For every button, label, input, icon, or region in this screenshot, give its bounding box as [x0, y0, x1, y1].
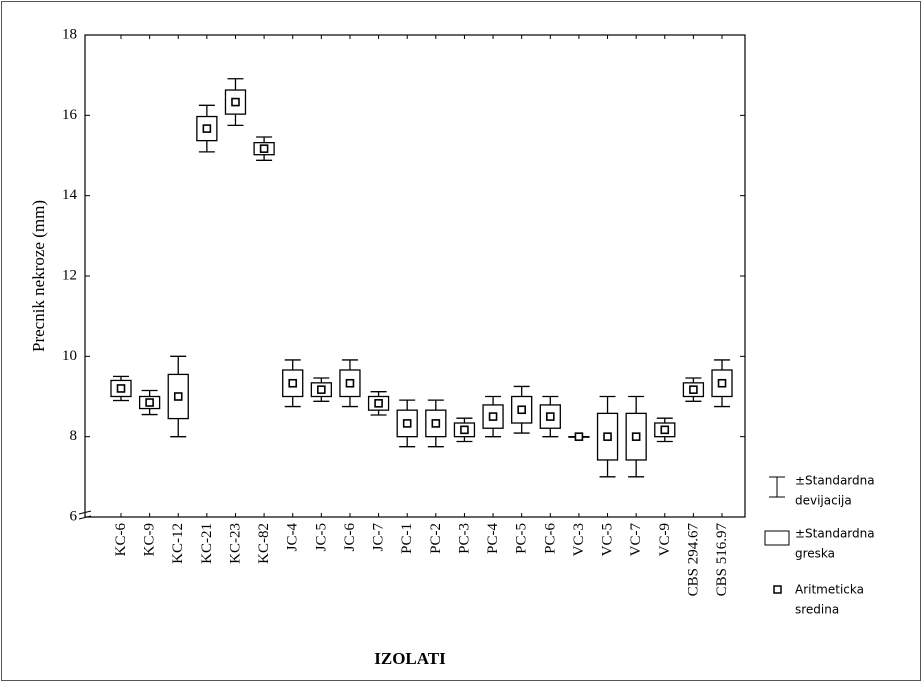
y-tick-label: 16: [62, 107, 78, 123]
x-tick-label: KC-23: [227, 523, 243, 564]
mean-marker: [603, 432, 612, 441]
y-tick-label: 18: [62, 26, 77, 42]
mean-marker: [717, 378, 727, 388]
mean-marker: [631, 432, 641, 441]
mean-marker: [402, 419, 412, 428]
x-tick-label: JC-7: [371, 523, 387, 552]
mean-marker: [517, 405, 526, 415]
x-tick-label: JC-5: [313, 523, 329, 551]
y-tick-label: 12: [62, 267, 77, 283]
axis-break: [78, 510, 92, 515]
x-tick-label: PC-4: [485, 523, 501, 554]
y-tick-label: 14: [62, 187, 78, 203]
x-tick-label: VC-3: [571, 523, 587, 556]
x-tick-label: PC-1: [399, 523, 415, 554]
mean-marker: [545, 412, 555, 421]
mean-marker: [689, 385, 698, 394]
legend-label: sredina: [795, 603, 839, 617]
legend-se-icon: [764, 530, 790, 546]
mean-marker: [288, 378, 298, 388]
x-tick-label: CBS 294.67: [685, 523, 701, 597]
y-tick-label: 8: [70, 428, 78, 444]
x-tick-label: VC-9: [657, 523, 673, 556]
mean-marker: [574, 432, 584, 441]
legend-label: ±Standardna: [795, 527, 875, 541]
mean-marker: [145, 398, 154, 407]
x-axis-label: IZOLATI: [374, 649, 446, 668]
mean-marker: [431, 419, 441, 428]
mean-marker: [231, 97, 240, 107]
mean-marker: [173, 392, 183, 401]
x-tick-label: VC-5: [600, 523, 616, 556]
legend-label: devijacija: [795, 494, 852, 508]
x-tick-label: KC-82: [256, 523, 272, 564]
legend-label: Aritmeticka: [795, 583, 864, 597]
mean-marker: [345, 378, 355, 388]
x-tick-label: CBS 516.97: [714, 523, 730, 597]
x-tick-label: KC-9: [142, 523, 158, 556]
mean-marker: [660, 425, 670, 435]
x-tick-label: JC-6: [342, 523, 358, 552]
mean-marker: [202, 124, 212, 133]
x-tick-label: KC-6: [113, 523, 129, 557]
y-axis-label: Precnik nekroze (mm): [29, 200, 48, 352]
legend-label: greska: [795, 547, 835, 561]
x-tick-label: PC-5: [514, 523, 530, 554]
mean-marker: [488, 412, 498, 421]
y-tick-label: 10: [62, 348, 77, 364]
mean-marker: [374, 399, 383, 408]
x-tick-label: VC-7: [628, 523, 644, 557]
mean-marker: [116, 384, 126, 393]
x-tick-label: KC-12: [170, 523, 186, 564]
x-tick-label: JC-4: [285, 523, 301, 552]
x-tick-label: KC-21: [199, 523, 215, 564]
mean-marker: [317, 385, 326, 394]
x-tick-label: PC-2: [428, 523, 444, 554]
legend-label: ±Standardna: [795, 474, 875, 488]
legend-mean-icon: [773, 585, 782, 594]
x-tick-label: PC-3: [456, 523, 472, 554]
mean-marker: [259, 144, 269, 153]
mean-marker: [460, 425, 469, 435]
y-tick-label: 6: [70, 508, 78, 524]
x-tick-label: PC-6: [542, 523, 558, 554]
